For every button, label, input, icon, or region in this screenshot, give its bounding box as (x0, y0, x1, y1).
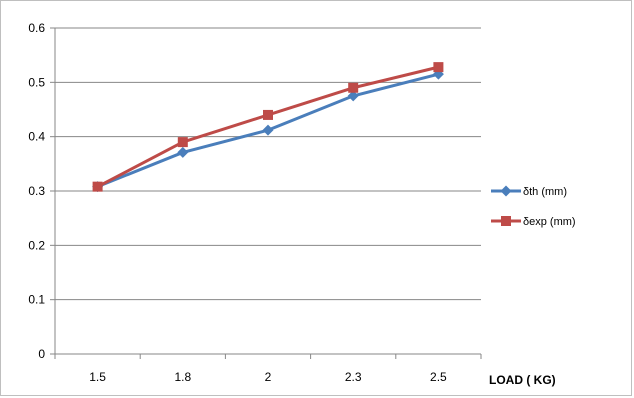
x-tick-labels: 1.5 1.8 2 2.3 2.5 (89, 370, 447, 384)
x-axis-title: LOAD ( KG) (489, 373, 556, 387)
x-tick-label: 1.8 (174, 370, 191, 384)
y-tick-label: 0.4 (28, 130, 45, 144)
data-point (177, 137, 188, 148)
data-point (433, 62, 444, 73)
y-tick-label: 0.3 (28, 184, 45, 198)
legend-item: δexp (mm) (491, 216, 576, 228)
legend-label: δth (mm) (523, 186, 567, 198)
legend-label: δexp (mm) (523, 216, 576, 228)
data-point (348, 82, 359, 93)
data-point (92, 181, 103, 192)
legend-marker (500, 185, 512, 197)
x-tick-label: 2.3 (345, 370, 362, 384)
y-tick-label: 0.2 (28, 238, 45, 252)
series-group (92, 62, 444, 193)
y-tick-label: 0 (38, 347, 45, 361)
data-point (262, 124, 274, 136)
legend: δth (mm) δexp (mm) (491, 185, 576, 228)
y-tick-label: 0.6 (28, 21, 45, 35)
data-point (177, 146, 189, 158)
x-tick-label: 2 (265, 370, 272, 384)
gridlines (55, 27, 481, 301)
legend-item: δth (mm) (491, 185, 567, 198)
data-point (347, 90, 359, 102)
data-point (263, 109, 273, 120)
x-tick-label: 1.5 (89, 370, 106, 384)
series-1 (92, 68, 444, 193)
y-tick-label: 0.5 (28, 75, 45, 89)
y-tick-labels: 0 0.1 0.2 0.3 0.4 0.5 0.6 (28, 21, 45, 361)
series-2 (92, 62, 444, 192)
legend-marker (501, 216, 511, 226)
y-tick-label: 0.1 (28, 293, 45, 307)
x-tick-label: 2.5 (430, 370, 447, 384)
axes (50, 27, 482, 359)
